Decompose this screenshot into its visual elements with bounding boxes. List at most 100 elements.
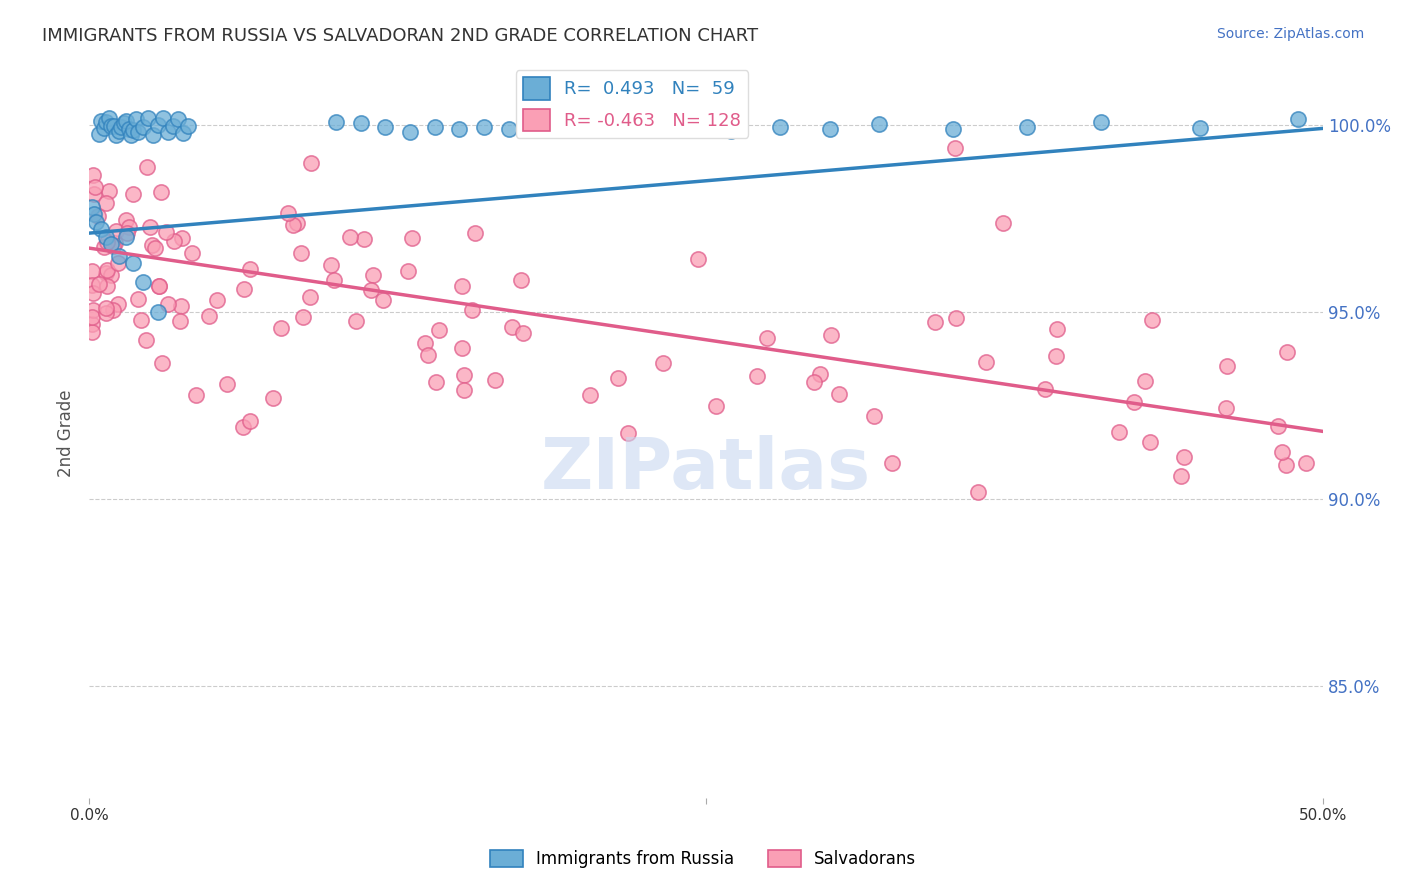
Point bbox=[299, 156, 322, 170]
Point bbox=[1271, 444, 1294, 458]
Point bbox=[344, 314, 367, 328]
Point bbox=[157, 124, 180, 138]
Point bbox=[1173, 450, 1195, 464]
Point bbox=[217, 377, 239, 392]
Point bbox=[270, 321, 292, 335]
Point bbox=[501, 320, 523, 334]
Point bbox=[371, 293, 394, 307]
Point bbox=[360, 283, 382, 297]
Point bbox=[820, 327, 842, 342]
Point bbox=[686, 252, 709, 267]
Point bbox=[1288, 112, 1310, 126]
Point bbox=[1122, 395, 1144, 409]
Point bbox=[117, 121, 139, 136]
Point bbox=[262, 391, 284, 405]
Point bbox=[143, 241, 166, 255]
Point bbox=[148, 118, 170, 132]
Point bbox=[285, 216, 308, 230]
Point bbox=[232, 420, 254, 434]
Point bbox=[1015, 120, 1038, 135]
Point bbox=[755, 331, 778, 345]
Point bbox=[349, 116, 371, 130]
Point bbox=[148, 304, 170, 318]
Point bbox=[136, 112, 159, 126]
Point bbox=[1090, 115, 1112, 129]
Point bbox=[80, 317, 103, 331]
Point bbox=[472, 120, 495, 134]
Point bbox=[96, 263, 118, 277]
Point bbox=[450, 279, 472, 293]
Point bbox=[80, 264, 103, 278]
Point bbox=[1267, 419, 1289, 434]
Point bbox=[232, 282, 254, 296]
Point bbox=[148, 278, 170, 293]
Point bbox=[498, 122, 520, 136]
Point bbox=[299, 290, 322, 304]
Point bbox=[1139, 434, 1161, 449]
Point bbox=[103, 120, 125, 134]
Point bbox=[139, 219, 162, 234]
Point bbox=[427, 323, 450, 337]
Point bbox=[425, 375, 447, 389]
Point bbox=[107, 255, 129, 269]
Point bbox=[132, 275, 155, 289]
Legend: R=  0.493   N=  59, R= -0.463   N= 128: R= 0.493 N= 59, R= -0.463 N= 128 bbox=[516, 70, 748, 137]
Point bbox=[148, 279, 170, 293]
Point bbox=[401, 231, 423, 245]
Point bbox=[484, 373, 506, 387]
Point bbox=[90, 222, 112, 236]
Point bbox=[880, 456, 903, 470]
Point bbox=[1046, 322, 1069, 336]
Point bbox=[90, 114, 112, 128]
Point bbox=[118, 220, 141, 235]
Point bbox=[135, 333, 157, 347]
Point bbox=[132, 120, 155, 135]
Point bbox=[155, 225, 177, 239]
Point bbox=[96, 115, 118, 129]
Point bbox=[177, 119, 200, 133]
Point bbox=[100, 119, 122, 133]
Point bbox=[80, 326, 103, 340]
Point bbox=[396, 263, 419, 277]
Point bbox=[86, 215, 108, 229]
Point bbox=[461, 302, 484, 317]
Point bbox=[363, 268, 385, 282]
Point bbox=[828, 387, 851, 401]
Point bbox=[122, 123, 145, 137]
Point bbox=[94, 266, 117, 280]
Point bbox=[418, 348, 440, 362]
Point bbox=[579, 388, 602, 402]
Point bbox=[115, 226, 138, 240]
Point bbox=[120, 128, 142, 142]
Point bbox=[399, 125, 422, 139]
Point bbox=[720, 124, 742, 138]
Point bbox=[100, 237, 122, 252]
Point bbox=[239, 262, 262, 277]
Y-axis label: 2nd Grade: 2nd Grade bbox=[58, 390, 75, 477]
Point bbox=[142, 128, 165, 143]
Point bbox=[181, 246, 204, 260]
Point bbox=[868, 117, 890, 131]
Legend: Immigrants from Russia, Salvadorans: Immigrants from Russia, Salvadorans bbox=[482, 843, 924, 875]
Point bbox=[127, 292, 149, 306]
Point bbox=[107, 249, 129, 263]
Point bbox=[464, 226, 486, 240]
Point bbox=[277, 206, 299, 220]
Text: IMMIGRANTS FROM RUSSIA VS SALVADORAN 2ND GRADE CORRELATION CHART: IMMIGRANTS FROM RUSSIA VS SALVADORAN 2ND… bbox=[42, 27, 758, 45]
Point bbox=[671, 118, 693, 132]
Point bbox=[110, 120, 132, 134]
Point bbox=[621, 123, 644, 137]
Point bbox=[453, 383, 475, 397]
Point bbox=[1275, 345, 1298, 359]
Point bbox=[1275, 458, 1298, 472]
Point bbox=[129, 312, 152, 326]
Point bbox=[98, 184, 121, 198]
Point bbox=[152, 111, 174, 125]
Point bbox=[1133, 374, 1156, 388]
Point bbox=[82, 303, 104, 318]
Point bbox=[1216, 359, 1239, 374]
Point bbox=[924, 315, 946, 329]
Point bbox=[141, 238, 163, 252]
Point bbox=[943, 141, 966, 155]
Point bbox=[512, 326, 534, 340]
